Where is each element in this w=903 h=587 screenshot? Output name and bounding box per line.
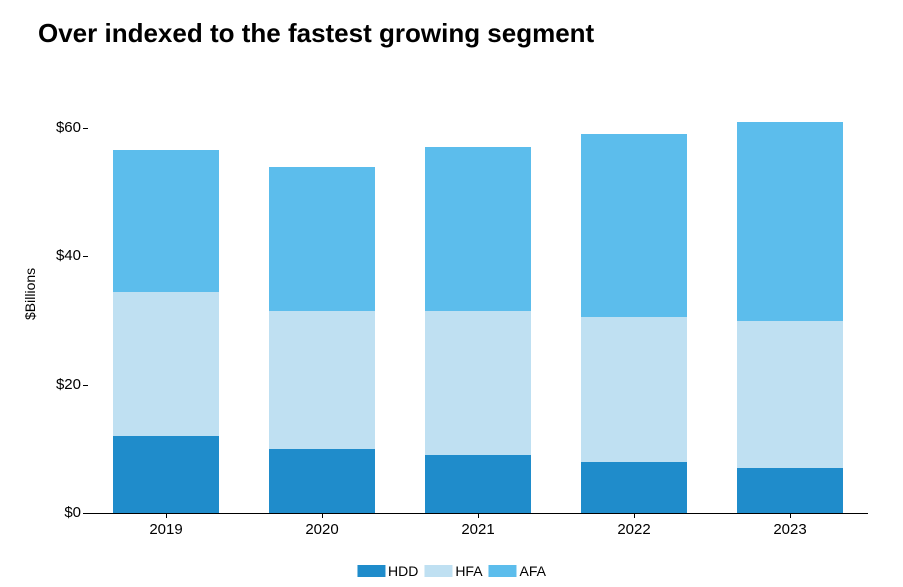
x-tick-label: 2021 [461,521,494,538]
bar-segment-afa [113,150,219,291]
y-tick-label: $20 [56,376,81,393]
legend-label: HFA [455,563,482,579]
bar-segment-afa [581,134,687,317]
legend-swatch [489,565,517,577]
bar-segment-hfa [425,311,531,455]
legend-label: HDD [388,563,418,579]
bar-segment-afa [737,122,843,321]
bar-segment-afa [269,167,375,311]
bar-segment-hfa [581,317,687,461]
bar-group [581,134,687,513]
bar-segment-hfa [113,292,219,436]
bar-segment-hdd [737,468,843,513]
x-tick-mark [166,513,167,518]
chart-container: Over indexed to the fastest growing segm… [0,0,903,587]
y-tick-label: $60 [56,119,81,136]
bar-group [269,167,375,514]
legend-label: AFA [520,563,546,579]
legend-swatch [424,565,452,577]
bar-group [425,147,531,513]
legend-item-afa: AFA [489,563,546,579]
bar-segment-hdd [269,449,375,513]
bar-segment-afa [425,147,531,311]
legend-swatch [357,565,385,577]
bar-segment-hdd [581,462,687,513]
y-tick-label: $40 [56,247,81,264]
y-axis-label: $Billions [22,268,38,320]
x-tick-label: 2019 [149,521,182,538]
bar-segment-hfa [269,311,375,449]
x-tick-label: 2022 [617,521,650,538]
x-tick-label: 2020 [305,521,338,538]
legend-item-hdd: HDD [357,563,418,579]
bar-segment-hdd [425,455,531,513]
x-tick-mark [790,513,791,518]
x-tick-label: 2023 [773,521,806,538]
y-tick-label: $0 [64,504,81,521]
chart-title: Over indexed to the fastest growing segm… [38,18,594,49]
legend-item-hfa: HFA [424,563,482,579]
bar-group [737,122,843,513]
plot-area [88,128,868,513]
x-tick-mark [634,513,635,518]
x-tick-mark [322,513,323,518]
x-tick-mark [478,513,479,518]
bar-segment-hfa [737,321,843,469]
bar-segment-hdd [113,436,219,513]
bar-group [113,150,219,513]
legend: HDD HFA AFA [357,563,546,579]
